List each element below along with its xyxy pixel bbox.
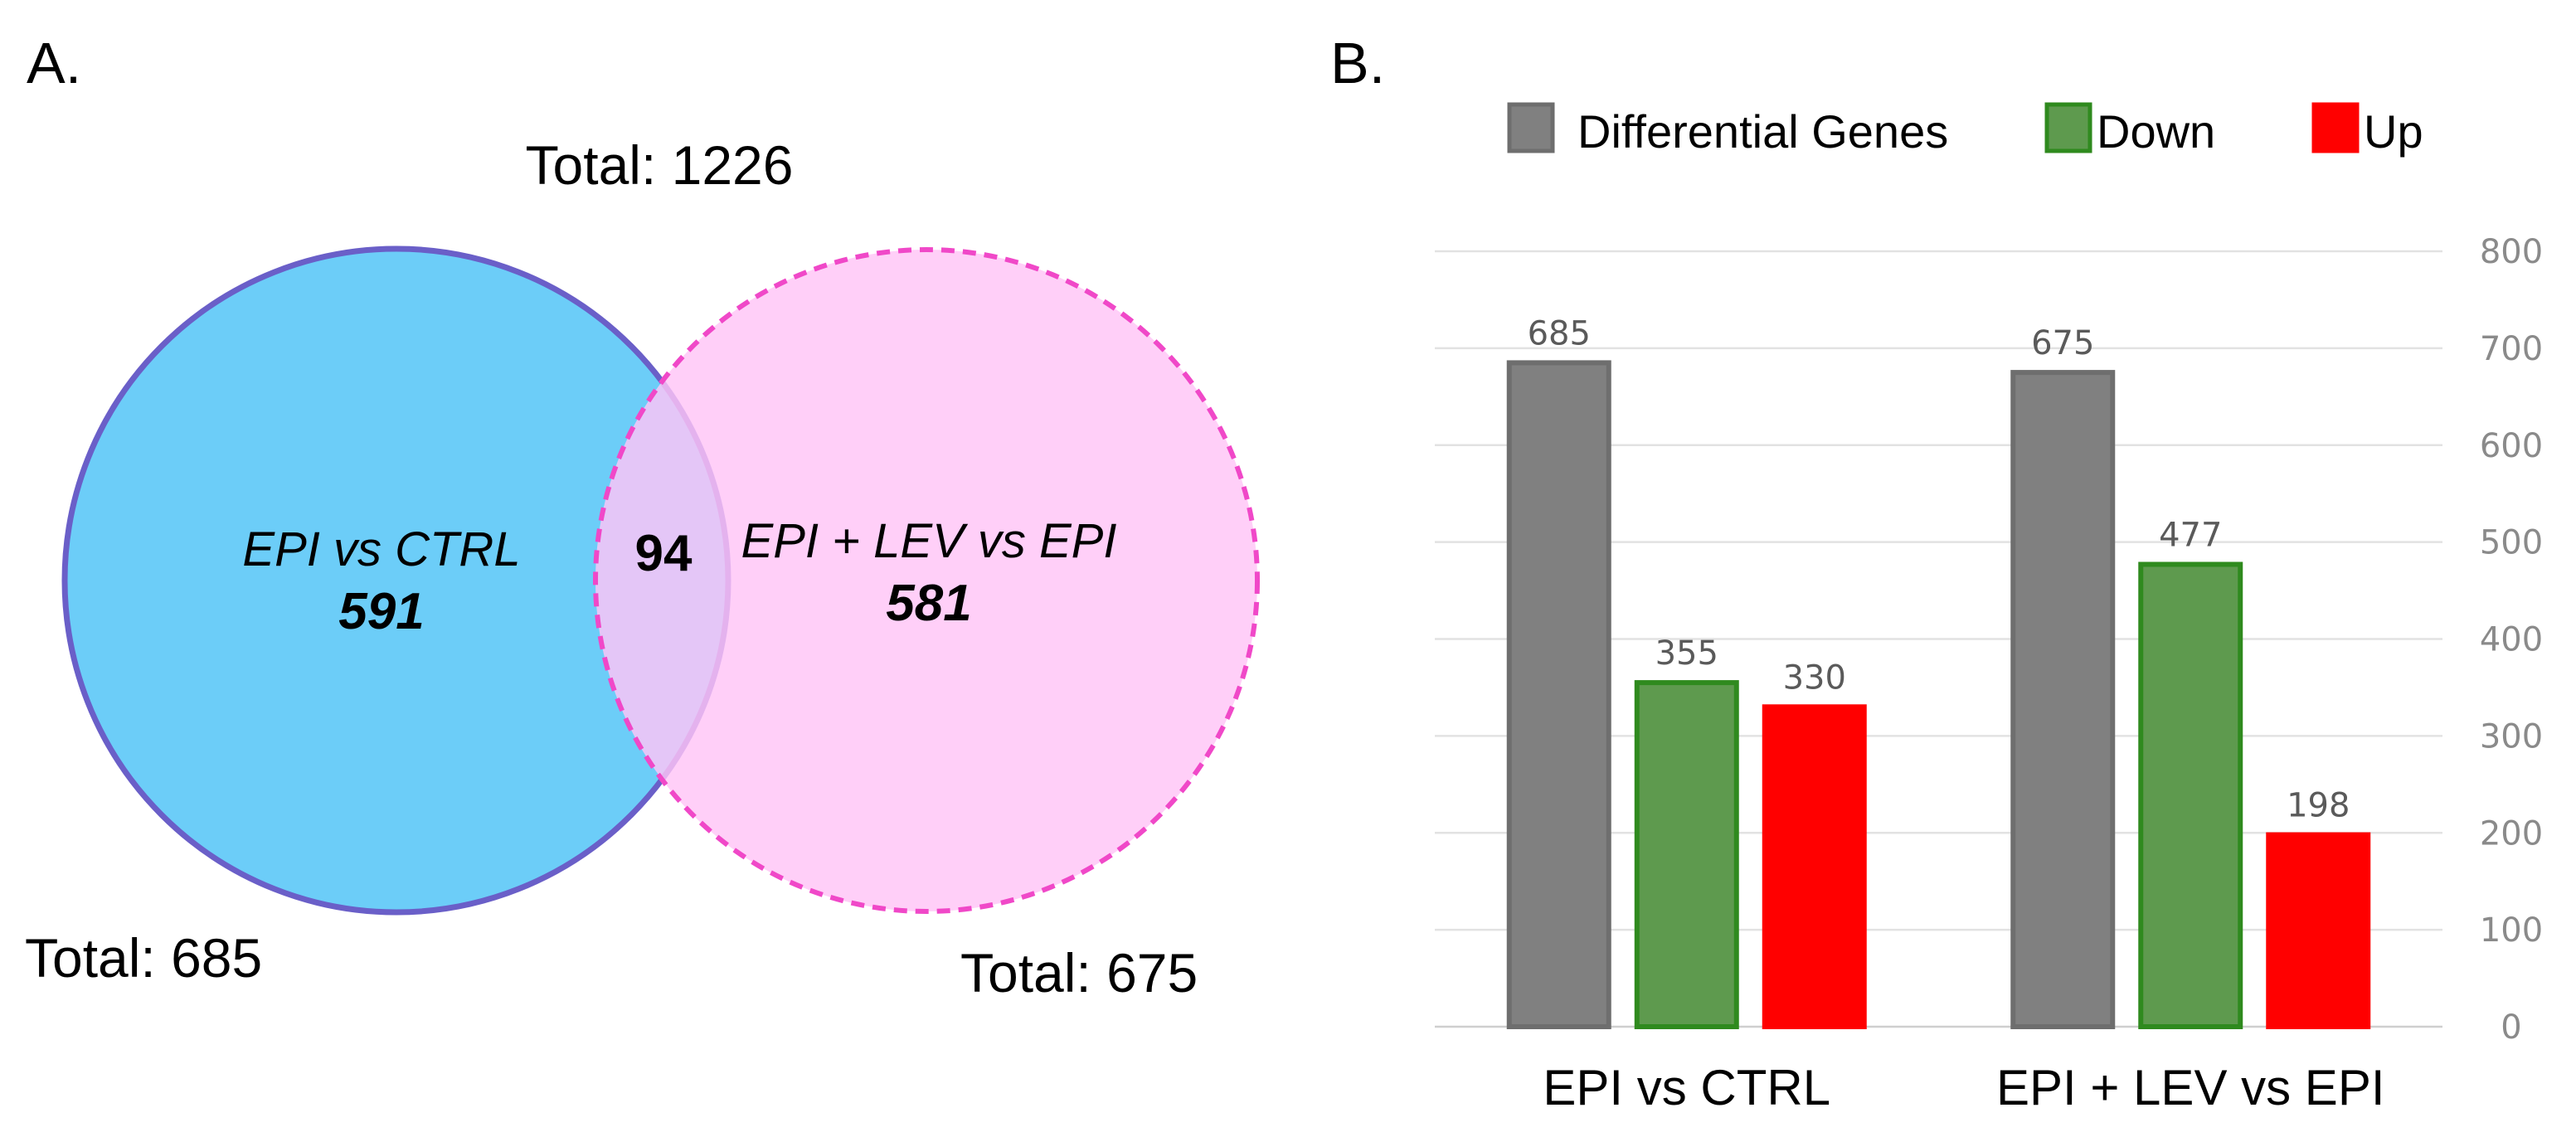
legend-label: Down: [2097, 105, 2215, 158]
y-tick-label: 500: [2480, 524, 2543, 562]
y-tick-label: 700: [2480, 330, 2543, 368]
panel-b-label: B.: [1330, 31, 1385, 95]
bar-data-label: 685: [1528, 314, 1591, 352]
chart-bars: [1506, 360, 2371, 1030]
category-label: EPI vs CTRL: [1543, 1060, 1830, 1115]
category-label: EPI + LEV vs EPI: [1996, 1060, 2385, 1115]
venn-left-count: 591: [338, 583, 424, 640]
panel-a-label: A.: [27, 31, 81, 95]
y-tick-label: 600: [2480, 427, 2543, 465]
venn-right-count: 581: [886, 575, 971, 632]
chart-data-labels: 685 355 330 675 477 198: [1528, 314, 2350, 824]
legend-swatch: [2044, 102, 2092, 153]
venn-right-total: Total: 675: [960, 942, 1198, 1003]
bar-chart-panel: B. Differential Genes Down Up 0 100 200 300 40…: [1330, 31, 2543, 1115]
legend-item: Up: [2311, 102, 2423, 158]
bar-differential-genes: [1506, 360, 1611, 1029]
y-tick-label: 800: [2480, 233, 2543, 271]
bar-data-label: 330: [1783, 658, 1846, 697]
venn-circle-epi-lev-vs-epi: [593, 247, 1260, 914]
bar-data-label: 355: [1655, 634, 1718, 673]
venn-overlap-count: 94: [635, 525, 693, 582]
legend-item: Differential Genes: [1507, 102, 1948, 158]
y-tick-label: 300: [2480, 717, 2543, 756]
venn-left-total: Total: 685: [25, 927, 262, 989]
legend-swatch: [2311, 102, 2360, 153]
y-tick-label: 400: [2480, 621, 2543, 659]
venn-panel: A. Total: 1226 EPI vs CTRL 591 94 EPI + …: [25, 31, 1260, 1003]
bar-data-label: 477: [2159, 517, 2222, 555]
y-tick-label: 200: [2480, 814, 2543, 853]
y-axis-ticks: 0 100 200 300 400 500 600 700 800: [2480, 233, 2543, 1047]
legend-label: Up: [2364, 105, 2423, 158]
bar-data-label: 675: [2031, 324, 2094, 362]
legend-swatch: [1507, 102, 1555, 153]
chart-legend: Differential Genes Down Up: [1507, 102, 2423, 158]
y-tick-label: 100: [2480, 911, 2543, 950]
y-tick-label: 0: [2501, 1008, 2521, 1047]
venn-right-name: EPI + LEV vs EPI: [741, 514, 1117, 568]
x-axis-categories: EPI vs CTRL EPI + LEV vs EPI: [1543, 1060, 2384, 1115]
bar-up: [2266, 832, 2371, 1030]
venn-left-name: EPI vs CTRL: [242, 522, 520, 576]
bar-down: [2138, 561, 2243, 1029]
bar-up: [1762, 704, 1867, 1029]
legend-label: Differential Genes: [1577, 105, 1948, 158]
bar-down: [1634, 680, 1739, 1029]
bar-data-label: 198: [2287, 787, 2350, 825]
bar-differential-genes: [2010, 370, 2116, 1029]
legend-item: Down: [2044, 102, 2215, 158]
union-total: Total: 1226: [526, 134, 794, 196]
